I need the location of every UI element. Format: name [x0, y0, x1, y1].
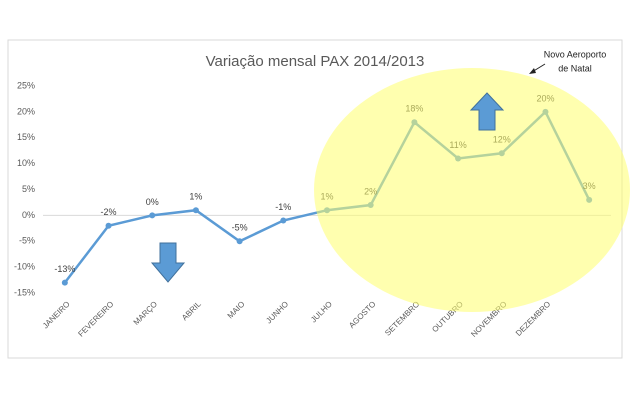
- up-arrow: [469, 92, 505, 131]
- data-label: 0%: [146, 197, 159, 207]
- annotation: de Natal: [558, 63, 592, 73]
- y-tick-label: -10%: [14, 262, 35, 272]
- annotation-arrowhead: [529, 68, 536, 74]
- data-label: -13%: [54, 264, 75, 274]
- y-tick-label: 15%: [17, 132, 35, 142]
- y-tick-label: -5%: [19, 236, 35, 246]
- data-point: [61, 279, 68, 286]
- y-tick-label: 20%: [17, 106, 35, 116]
- y-tick-label: 0%: [22, 210, 35, 220]
- y-tick-label: 25%: [17, 80, 35, 90]
- data-label: -2%: [101, 207, 117, 217]
- data-point: [192, 207, 199, 214]
- data-label: -5%: [232, 223, 248, 233]
- highlight-ellipse: [314, 68, 630, 312]
- data-label: -1%: [275, 202, 291, 212]
- down-arrow: [150, 242, 186, 283]
- y-tick-label: 10%: [17, 158, 35, 168]
- y-tick-label: 5%: [22, 184, 35, 194]
- data-point: [149, 212, 156, 219]
- data-label: 1%: [189, 192, 202, 202]
- chart-title: Variação mensal PAX 2014/2013: [206, 53, 425, 70]
- data-point: [236, 238, 243, 245]
- annotation: Novo Aeroporto: [544, 49, 607, 59]
- y-tick-label: -15%: [14, 287, 35, 297]
- data-point: [105, 222, 112, 229]
- data-point: [280, 217, 287, 224]
